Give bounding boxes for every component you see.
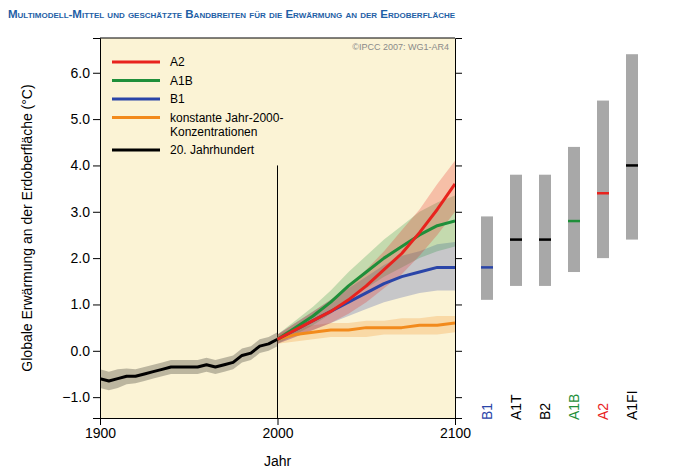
legend-swatch <box>112 61 160 64</box>
series-line <box>278 221 456 339</box>
category-label: B2 <box>537 403 553 420</box>
tick <box>455 258 462 259</box>
y-axis-title: Globale Erwärmung an der Erdoberfläche (… <box>19 84 35 371</box>
tick-mark <box>455 351 462 352</box>
tick: −1.0 <box>62 389 100 405</box>
tick <box>455 212 462 213</box>
series-line <box>278 267 456 339</box>
legend-swatch <box>112 98 160 101</box>
tick-label: 1900 <box>85 425 116 441</box>
tick <box>455 73 462 74</box>
tick-label: −1.0 <box>62 389 90 405</box>
series-line <box>100 339 278 381</box>
tick-mark <box>93 304 100 305</box>
tick: 1.0 <box>71 296 100 312</box>
tick-mark <box>93 73 100 74</box>
tick: 2000 <box>262 418 293 441</box>
x-axis-title: Jahr <box>264 453 292 469</box>
range-bar <box>481 216 493 299</box>
range-bars: B1 A1T B2 A1B A2 A1FI <box>479 54 640 420</box>
range-bar <box>597 101 609 259</box>
tick-mark <box>93 212 100 213</box>
tick: 3.0 <box>71 204 100 220</box>
y-axis-right <box>455 39 462 419</box>
plot-area <box>100 161 455 418</box>
tick-mark <box>455 397 462 398</box>
reference-line <box>277 165 278 418</box>
tick-label: 3.0 <box>71 204 91 220</box>
tick-label: 2.0 <box>71 250 91 266</box>
tick <box>455 351 462 352</box>
tick-label: 4.0 <box>71 157 91 173</box>
axis-line <box>456 39 463 419</box>
title: Multimodell-Mittel und geschätzte Bandbr… <box>8 8 456 20</box>
tick-label: 6.0 <box>71 65 91 81</box>
tick: 0.0 <box>71 343 100 359</box>
tick-mark <box>93 351 100 352</box>
best-estimate <box>597 192 609 195</box>
category-label: A2 <box>595 403 611 420</box>
tick-mark <box>455 119 462 120</box>
tick-mark <box>93 397 100 398</box>
series-line <box>278 184 456 339</box>
tick: 4.0 <box>71 157 100 173</box>
tick: 5.0 <box>71 111 100 127</box>
plot-frame <box>100 38 455 39</box>
range-bar <box>626 54 638 239</box>
legend-swatch <box>112 79 160 82</box>
tick-mark <box>455 165 462 166</box>
best-estimate <box>539 238 551 241</box>
category-label: B1 <box>479 403 495 420</box>
legend-swatch <box>112 149 160 152</box>
legend: A2 A1B B1 konstante Jahr-2000-Konzentration… <box>112 55 283 157</box>
tick-label: 2000 <box>262 425 293 441</box>
tick <box>455 397 462 398</box>
legend-label: A2 <box>170 55 185 69</box>
tick-mark <box>93 119 100 120</box>
tick-mark <box>455 73 462 74</box>
tick-mark <box>278 418 279 425</box>
best-estimate <box>626 164 638 167</box>
tick-mark <box>455 304 462 305</box>
category-label: A1FI <box>624 390 640 420</box>
tick-label: 5.0 <box>71 111 91 127</box>
tick <box>455 304 462 305</box>
tick-mark <box>455 212 462 213</box>
tick <box>455 119 462 120</box>
legend-label: B1 <box>170 92 185 106</box>
y-axis: −1.0 0.0 1.0 2.0 3.0 4.0 5.0 6.0 <box>62 39 100 419</box>
tick-label: 0.0 <box>71 343 91 359</box>
range-bar <box>568 147 580 272</box>
axis-line <box>93 39 101 419</box>
legend-label: 20. Jahrhundert <box>170 143 255 157</box>
tick: 6.0 <box>71 65 100 81</box>
tick-mark <box>455 418 456 425</box>
uncertainty-band <box>100 332 278 390</box>
legend-label: konstante Jahr-2000-Konzentrationen <box>170 111 283 139</box>
category-label: A1T <box>508 394 524 420</box>
best-estimate <box>568 220 580 223</box>
plot-background <box>100 38 455 418</box>
range-bar <box>539 175 551 286</box>
tick-label: 1.0 <box>71 296 91 312</box>
annotation: ©IPCC 2007: WG1-AR4 <box>352 42 449 52</box>
range-bar <box>510 175 522 286</box>
legend-swatch <box>112 116 160 119</box>
tick-mark <box>455 258 462 259</box>
x-axis: 1900 2000 2100 <box>85 418 471 441</box>
tick-label: 2100 <box>440 425 471 441</box>
tick: 2.0 <box>71 250 100 266</box>
tick-mark <box>100 418 101 425</box>
tick <box>455 165 462 166</box>
chart: Multimodell-Mittel und geschätzte Bandbr… <box>0 0 685 474</box>
uncertainty-band <box>278 161 456 344</box>
tick: 1900 <box>85 418 116 441</box>
tick-mark <box>93 165 100 166</box>
best-estimate <box>481 266 493 269</box>
legend-label: A1B <box>170 74 193 88</box>
best-estimate <box>510 238 522 241</box>
category-label: A1B <box>566 394 582 420</box>
tick-mark <box>93 258 100 259</box>
tick: 2100 <box>440 418 471 441</box>
